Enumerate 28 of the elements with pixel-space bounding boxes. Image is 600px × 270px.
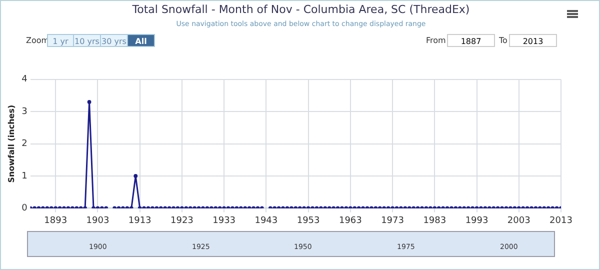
y-tick-label: 1 [22,171,28,182]
x-tick-label: 1963 [338,216,362,226]
x-tick-label: 1893 [44,216,68,226]
x-tick-label: 1983 [423,216,446,226]
y-tick-label: 0 [22,204,28,214]
x-tick-label: 1973 [381,216,404,226]
text: From [426,36,446,45]
x-tick-label: 1953 [296,216,320,226]
x-tick-label: 1913 [128,216,152,226]
x-tick-label: 1943 [254,216,278,226]
chart-title: Total Snowfall - Month of Nov - Columbia Area, SC (ThreadEx) [131,3,471,16]
y-tick-label: 4 [22,74,28,85]
y-tick-label: 3 [22,106,28,117]
x-tick-label: 2003 [507,216,530,226]
y-tick-label: 2 [22,139,28,150]
x-tick-label: 2013 [550,216,572,226]
text: 1 yr [52,37,68,46]
x-tick-label: 1933 [212,216,236,226]
text: 30 yrs [100,34,128,47]
x-tick-label: 1993 [465,216,488,226]
text: 10 yrs [73,34,101,47]
text: To [499,36,508,45]
y-axis-title: Snowfall (inches) [6,104,16,183]
text: 1887 [447,34,495,47]
x-tick-label: 1923 [170,216,194,226]
text: 2013 [509,34,557,47]
text: All [127,34,155,47]
x-tick-label: 1903 [86,216,110,226]
